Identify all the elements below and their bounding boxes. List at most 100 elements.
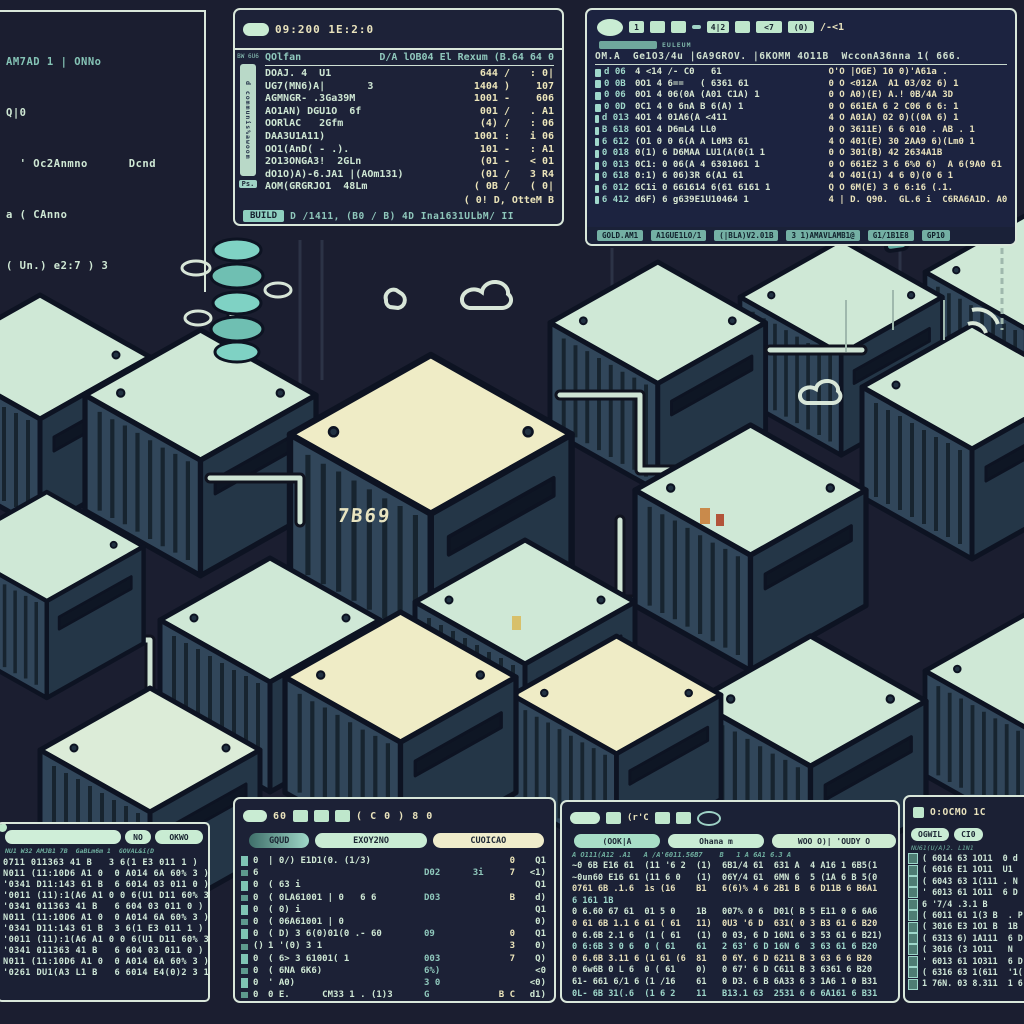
tab-group[interactable]: GQUD	[249, 833, 310, 848]
toolbar-button[interactable]: NO	[125, 830, 151, 844]
column-headers-values[interactable]: D/A lOB04 El Rexum (B.64 64 0	[379, 52, 554, 63]
status-segment[interactable]: GP10	[921, 230, 950, 241]
list-row[interactable]: ( 6016 E1 1O11 U1	[908, 864, 1024, 876]
task-row[interactable]: 0( 0) i Q1	[241, 904, 546, 916]
log-row[interactable]: 0 618 0:1) 6 06)3R 6(A1 61 4 O 401(1) 4 6 …	[595, 171, 1007, 183]
tab[interactable]: CI0	[954, 828, 983, 841]
task-row[interactable]: 6 D02 3i 7 <1)	[241, 867, 546, 879]
hex-row[interactable]: N011 (11:10D6 A1 0 0 A014 6A 60% 3 )	[3, 869, 208, 879]
hex-row[interactable]: N011 (11:10D6 A1 0 0 A014 6A 60% 3 )	[3, 913, 208, 923]
task-row[interactable]: 0( 6NA 6K6) 6%) <0	[241, 965, 546, 977]
list-row[interactable]: ( 3016 E3 1O1 B 1B	[908, 921, 1024, 933]
status-segment[interactable]: G1/1B1E8	[867, 230, 914, 241]
table-row[interactable]: DOAJ. 4 U1 644 /: 0|	[265, 68, 554, 79]
matrix-row[interactable]: 0 6.6B 2.1 6 (1 ( 61 (1) 0 03, 6 D 16N1 …	[572, 930, 883, 941]
titlebar-chip-icon[interactable]	[675, 812, 691, 824]
table-row[interactable]: dO1O)A)-6.JA1 |(AOm131) (01 /3 R4	[265, 168, 554, 180]
sidebar-vertical-tab[interactable]: d communis%awoom	[240, 64, 256, 176]
task-row[interactable]: 0( D) 3 6(0)01(0 .- 60 09 0 Q1	[241, 928, 546, 940]
table-row[interactable]: AOM(GRGRJO1 48Lm( 0B /( 0|	[265, 181, 554, 193]
task-row[interactable]: 0( 6> 3 61001( 1 003 7 Q)	[241, 953, 546, 965]
toolbar-button[interactable]: OKWO	[155, 830, 203, 844]
list-row[interactable]: ( 6316 63 1(611 '1(	[908, 967, 1024, 979]
titlebar-chip-icon[interactable]: 4|2	[707, 21, 729, 33]
list-row[interactable]: 1 76N. 03 8.311 1 6	[908, 978, 1024, 990]
hex-row[interactable]: '0341 011363 41 B 6 604 03 011 0 )	[3, 946, 204, 956]
task-row[interactable]: 0( 06A61001 | 0 0)	[241, 916, 546, 928]
tab-console[interactable]: CUOICAO	[432, 833, 544, 848]
matrix-row[interactable]: 0 61 6B 1.1 6 61 ( 61 11) 0U3 '6 D 631( …	[572, 918, 878, 929]
status-segment[interactable]: A1GUE1LO/1	[651, 230, 707, 241]
table-row[interactable]: 2O13ONGA3! 2GLn (01 - < 01	[265, 156, 554, 168]
tab[interactable]: WOO O)| 'OUDY O	[772, 834, 896, 848]
tab[interactable]: (OOK|A	[574, 834, 660, 848]
hex-row[interactable]: '0261 DU1(A3 L1 B 6 6014 E4(0)2 3 1	[3, 968, 208, 978]
task-row[interactable]: 0 ' A0) 3 0 <0)	[241, 977, 546, 989]
window-button[interactable]	[243, 810, 267, 822]
titlebar-chip-icon[interactable]	[654, 812, 670, 824]
log-row[interactable]: B 618 6O1 4 D6mL4 LL0 0 O 3611E) 6 6 010 .…	[595, 125, 1007, 137]
matrix-row[interactable]: 61- 661 6/1 6 (1 /16 61 0 D3. 6 B 6A33 6…	[572, 976, 878, 987]
table-row[interactable]: DAA3U1A11) 1001 :i 06	[265, 130, 554, 142]
task-row[interactable]: 0( 63 i Q1	[241, 879, 546, 891]
column-header-name[interactable]: QOlfan	[265, 52, 302, 63]
table-row[interactable]: UG7(MN6)A| 3 1404 ) 107	[265, 80, 554, 92]
window-button[interactable]	[243, 22, 269, 36]
sidebar-badge[interactable]: Ps.	[238, 180, 258, 188]
log-row[interactable]: 0 0B 0O1 4 6== ( 6361 61 0 O <012A A1 03/0…	[595, 79, 1007, 91]
titlebar-chip-icon[interactable]	[314, 810, 330, 822]
matrix-row[interactable]: 0 6.60 67 61 01 5 0 1B 007% 0 6 D01( B 5…	[572, 907, 878, 918]
titlebar-chip-icon[interactable]	[606, 812, 621, 824]
list-row[interactable]: ( 6014 63 1O11 0 d	[908, 853, 1024, 865]
titlebar-chip-icon[interactable]	[650, 21, 665, 33]
matrix-row[interactable]: 0 6w6B 0 L 6 0 ( 61 0) 0 67' 6 D C611 B …	[572, 965, 873, 976]
hex-row[interactable]: N011 (11:10D6 A1 0 0 A014 6A 60% 3 )	[3, 957, 208, 967]
matrix-row[interactable]: 0 6:6B 3 0 6 0 ( 61 61 2 63' 6 D 16N 6 3…	[572, 942, 878, 953]
log-column-headers[interactable]: OM.A Ge1O3/4u |GA9GROV. |6KOMM 4O11B Wcc…	[595, 51, 1007, 65]
hex-row[interactable]: '0011 (11):1(A6 A1 0 0 6(U1 D11 60% 3 )	[3, 935, 208, 945]
hex-row[interactable]: '0341 011363 41 B 6 604 03 011 0 )	[3, 902, 204, 912]
status-segment[interactable]: (|BLA)V2.01B	[714, 230, 779, 241]
list-row[interactable]: ( 6313 6) 1A111 6 D	[908, 933, 1024, 945]
titlebar-chip-icon[interactable]	[671, 21, 686, 33]
titlebar-chip-icon[interactable]	[335, 810, 351, 822]
status-segment[interactable]: GOLD.AM1	[597, 230, 644, 241]
hex-row[interactable]: 0711 011363 41 B 3 6(1 E3 011 1 )	[3, 858, 199, 868]
matrix-row[interactable]: 0 6.6B 3.11 6 (1 61 (6 81 0 6Y. 6 D 6211…	[572, 953, 873, 964]
titlebar-chip-icon[interactable]: 1	[629, 21, 644, 33]
matrix-row[interactable]: ~0 6B E16 61 (11 '6 2 (1) 6B1/4 61 631 A…	[572, 861, 878, 871]
tab[interactable]: OGWIL	[911, 828, 950, 841]
titlebar-chip-icon[interactable]: <7	[756, 21, 782, 33]
titlebar-chip-icon[interactable]	[735, 21, 750, 33]
list-row[interactable]: ' 6013 61 1O11 6 D	[908, 887, 1024, 899]
list-row[interactable]: ( 6011 61 1(3 B . P	[908, 910, 1024, 922]
matrix-row[interactable]: 6 161 1B	[572, 895, 614, 906]
tab[interactable]: Ohana m	[668, 834, 764, 848]
list-row[interactable]: 6 '7/4 .3.1 B	[908, 899, 1024, 910]
table-row[interactable]: OO1(AnD( - .). 101 -: A1	[265, 143, 554, 155]
titlebar-chip-icon[interactable]: (0)	[788, 21, 814, 33]
window-square-icon[interactable]	[913, 806, 924, 818]
matrix-row[interactable]: 0L- 6B 31(.6 (1 6 2 11 B13.1 63 2531 6 6…	[572, 988, 878, 999]
log-row[interactable]: d 013 4O1 4 01A6(A <411 4 O A01A) 02 0)((0…	[595, 113, 1007, 125]
log-row[interactable]: 6 612 (O1 0 0 6(A A L0M3 61 4 O 401(E) 30 …	[595, 137, 1007, 149]
tab-explorer[interactable]: EXOY2NO	[315, 833, 427, 848]
matrix-row[interactable]: 0761 6B .1.6 1s (16 B1 6(6)% 4 6 2B1 B 6…	[572, 884, 878, 895]
list-row[interactable]: ( 3016 (3 1O11 N	[908, 944, 1024, 956]
matrix-row[interactable]: ~0un60 E16 61 (11 6 0 (1) 06Y/4 61 6MN 6…	[572, 872, 878, 883]
log-row[interactable]: d 06 4 <14 /- C0 61 O'O |OGE) 10 0)'A61a .	[595, 67, 1007, 79]
table-row[interactable]: AO1AN) DGU1O 6f 001 /. A1	[265, 105, 554, 117]
window-dot-button[interactable]	[597, 18, 623, 36]
task-row[interactable]: 0 | 0/) E1D1(0. (1/3) 0 Q1	[241, 855, 546, 867]
list-row[interactable]: ' 6013 61 1O311 6 D	[908, 956, 1024, 967]
hex-row[interactable]: '0011 (11):1(A6 A1 0 0 6(U1 D11 60% 3 )	[3, 891, 208, 901]
status-segment[interactable]: 3 1)AMAVLAMB1@	[786, 230, 860, 241]
